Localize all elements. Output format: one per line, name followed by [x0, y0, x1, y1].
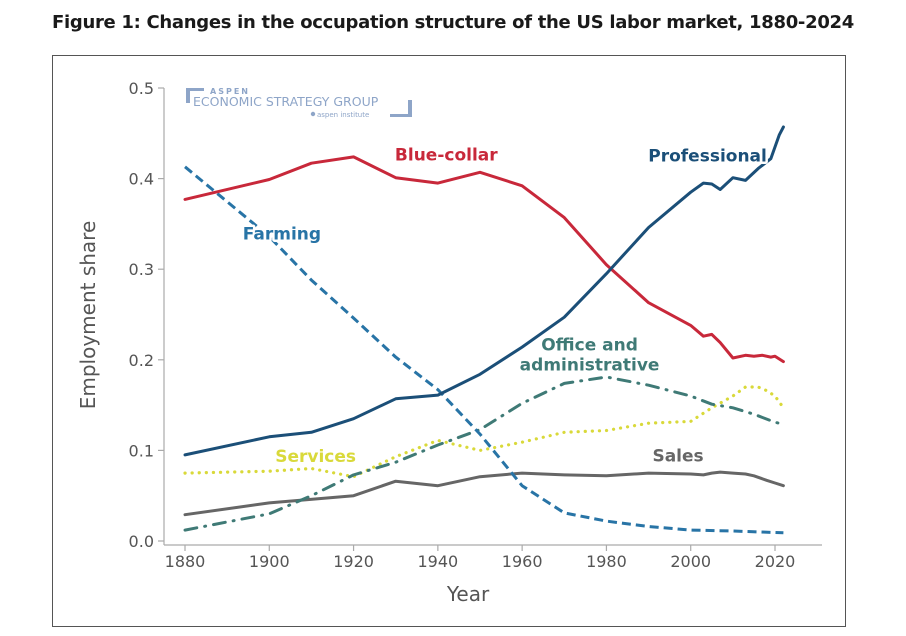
x-tick-label: 1900: [249, 552, 290, 571]
series-label-services: Services: [275, 447, 356, 467]
x-tick-label: 1920: [333, 552, 374, 571]
x-tick-label: 1960: [502, 552, 543, 571]
logo-dot-icon: [310, 111, 316, 117]
logo-bracket-right-icon: [390, 100, 412, 117]
logo-institute-text: aspen institute: [317, 111, 369, 119]
series-lines: [183, 125, 785, 535]
series-line-services: [183, 385, 785, 479]
y-tick-label: 0.2: [129, 351, 154, 370]
axes: 0.0 0.1 0.2 0.3 0.4 0.5 1880 1900 1920 1940 1960 19…: [76, 79, 822, 606]
series-label-office-and-administrative: administrative: [520, 356, 660, 376]
series-label-blue-collar: Blue-collar: [395, 145, 498, 165]
series-line-professional: [183, 125, 785, 457]
logo-esg-text: ECONOMIC STRATEGY GROUP: [193, 94, 379, 109]
series-label-sales: Sales: [652, 446, 703, 466]
series-line-blue-collar: [183, 155, 785, 364]
x-axis-title: Year: [446, 582, 490, 606]
series-line-farming: [184, 165, 784, 535]
logo-aspen-text: ASPEN: [210, 87, 250, 96]
x-tick-label: 2000: [670, 552, 711, 571]
y-tick-label: 0.1: [129, 441, 154, 460]
logo-bracket-left-icon: [186, 88, 204, 103]
figure-frame: [52, 55, 846, 627]
series-labels: Blue-collar Professional Farming Office and…: [240, 143, 769, 470]
y-tick-label: 0.3: [129, 260, 154, 279]
x-tick-label: 1940: [417, 552, 458, 571]
figure-title: Figure 1: Changes in the occupation stru…: [52, 12, 854, 33]
series-line-sales: [183, 470, 785, 517]
series-line-office-and-administrative: [183, 375, 785, 532]
x-tick-label: 1980: [586, 552, 627, 571]
y-tick-label: 0.0: [129, 532, 154, 551]
y-axis-title: Employment share: [76, 221, 100, 410]
y-tick-label: 0.4: [129, 170, 154, 189]
series-label-farming: Farming: [243, 224, 321, 244]
series-label-professional: Professional: [648, 146, 767, 166]
x-tick-label: 1880: [165, 552, 206, 571]
series-label-office-and-administrative: Office and: [541, 336, 638, 356]
x-tick-label: 2020: [755, 552, 796, 571]
aspen-esg-logo: ASPEN ECONOMIC STRATEGY GROUP aspen inst…: [186, 87, 412, 119]
y-tick-label: 0.5: [129, 79, 154, 98]
